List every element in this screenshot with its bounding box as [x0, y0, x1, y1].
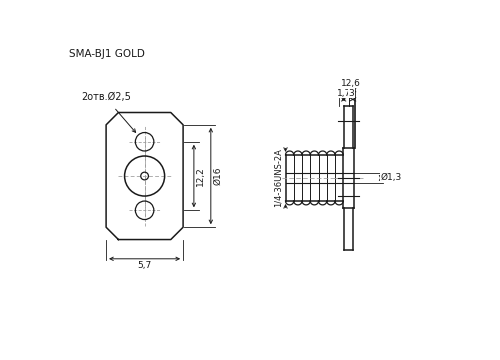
Text: 12,6: 12,6	[342, 79, 361, 88]
Text: SMA-BJ1 GOLD: SMA-BJ1 GOLD	[69, 49, 145, 59]
Text: Ø16: Ø16	[213, 167, 222, 185]
Text: 1,7: 1,7	[336, 89, 351, 98]
Text: 12,2: 12,2	[196, 166, 205, 186]
Text: Ø1,3: Ø1,3	[380, 174, 402, 183]
Text: 2отв.Ø2,5: 2отв.Ø2,5	[81, 92, 131, 102]
Text: 1/4-36UNS-2A: 1/4-36UNS-2A	[274, 149, 282, 207]
Text: 3: 3	[348, 89, 354, 98]
Text: 5,7: 5,7	[138, 261, 151, 270]
